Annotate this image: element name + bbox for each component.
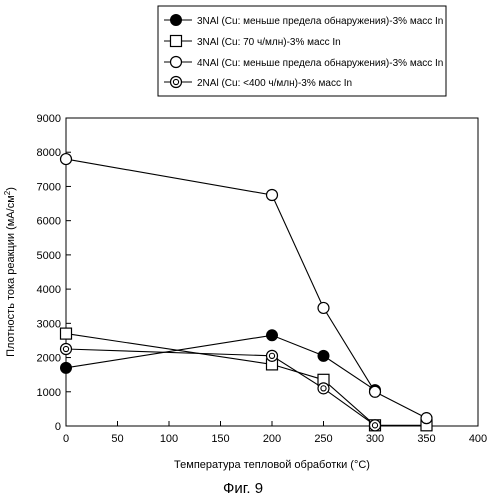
legend-marker-inner — [172, 78, 180, 86]
x-axis-label: Температура тепловой обработки (°C) — [174, 459, 370, 471]
series-3 — [59, 152, 433, 425]
figure-caption: Фиг. 9 — [223, 480, 263, 497]
series-1-point — [60, 361, 72, 374]
series-2-point — [59, 327, 73, 340]
legend-label: 3NAl (Cu: 70 ч/млн)-3% масс In — [197, 37, 341, 48]
series-3-point — [59, 152, 73, 166]
series-4-point-inner — [320, 385, 327, 392]
series-4-point-inner — [268, 352, 276, 359]
axes: 0 50 100 150 200 250 300 350 4000100020003000400… — [37, 113, 488, 445]
legend-marker — [169, 75, 183, 89]
series-3-point — [317, 301, 330, 315]
y-tick-label: 3000 — [37, 318, 61, 330]
x-tick-label: 400 — [469, 433, 487, 445]
series-4-point — [265, 349, 279, 362]
series-4-point-inner — [62, 345, 70, 353]
series-2-line — [65, 333, 427, 426]
series-3-line — [65, 158, 427, 419]
legend-label: 3NAl (Cu: меньше предела обнаружения)-3%… — [197, 15, 443, 27]
legend-item: 2NAl (Cu: <400 ч/млн)-3% масс In — [164, 75, 352, 89]
y-tick-label: 1000 — [37, 387, 61, 399]
y-tick-label: 9000 — [37, 113, 61, 125]
x-tick-label: 250 — [314, 433, 332, 445]
legend-label: 4NAl (Cu: меньше предела обнаружения)-3%… — [197, 57, 443, 69]
series-1-line — [65, 334, 376, 391]
y-tick-label: 7000 — [37, 181, 61, 193]
legend-item: 4NAl (Cu: меньше предела обнаружения)-3%… — [164, 55, 443, 69]
plot-frame — [65, 117, 479, 427]
series-4-point — [368, 419, 382, 432]
x-tick-label: 300 — [366, 433, 384, 445]
series-2 — [59, 327, 433, 432]
x-tick-label: 0 — [63, 433, 69, 445]
x-tick-label: 150 — [211, 433, 229, 445]
x-tick-label: 100 — [160, 433, 178, 445]
legend-box — [157, 5, 447, 97]
legend-label: 2NAl (Cu: <400 ч/млн)-3% масс In — [197, 78, 352, 89]
legend-marker — [169, 34, 183, 48]
y-tick-label: 8000 — [37, 147, 61, 159]
y-tick-label: 2000 — [37, 353, 61, 365]
y-tick-label: 0 — [55, 421, 61, 433]
y-axis-label: Плотность тока реакции (мА/см2) — [3, 187, 17, 357]
series-1-point — [266, 329, 278, 342]
series-4-line — [65, 348, 376, 426]
legend: 3NAl (Cu: меньше предела обнаружения)-3%… — [157, 5, 447, 97]
series-layer — [59, 152, 433, 432]
legend-item: 3NAl (Cu: меньше предела обнаружения)-3%… — [164, 14, 443, 27]
series-3-point — [420, 412, 433, 425]
series-4-point — [317, 382, 330, 395]
x-tick-label: 50 — [111, 433, 123, 445]
series-3-point — [368, 385, 382, 398]
series-1-point — [317, 349, 330, 362]
x-tick-label: 350 — [417, 433, 435, 445]
series-4-point-inner — [371, 422, 379, 429]
legend-item: 3NAl (Cu: 70 ч/млн)-3% масс In — [164, 34, 341, 48]
series-4 — [59, 342, 382, 432]
series-3-point — [265, 188, 279, 202]
x-tick-label: 200 — [263, 433, 281, 445]
legend-marker — [169, 55, 183, 69]
series-4-point — [59, 342, 73, 356]
legend-marker — [170, 14, 182, 26]
y-tick-label: 4000 — [37, 284, 61, 296]
y-tick-label: 5000 — [37, 250, 61, 262]
y-tick-label: 6000 — [37, 216, 61, 228]
